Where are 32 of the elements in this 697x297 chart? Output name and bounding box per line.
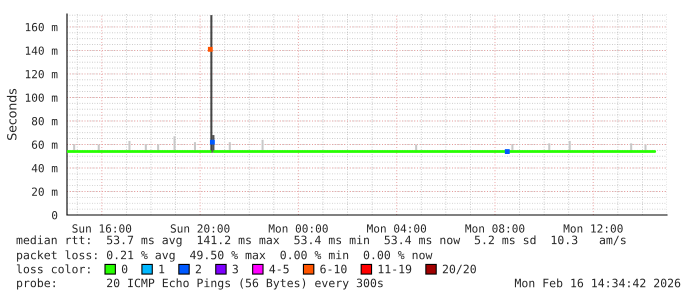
text: Mon Feb 16 14:34:42 2026 — [514, 278, 680, 288]
y-tick-label: 120 m — [26, 70, 58, 78]
legend-label: 6-10 — [320, 264, 347, 274]
y-tick-label: 40 m — [32, 164, 58, 172]
text: packet loss: 0.21 % avg 49.50 % max 0.00 % min 0.00 % now — [17, 250, 432, 262]
y-tick-label: 20 m — [32, 187, 58, 196]
x-tick-label: Mon 12:00 — [564, 224, 623, 233]
point — [504, 149, 510, 154]
y-axis-title: Seconds — [6, 88, 17, 140]
text: median rtt: 53.7 ms avg 141.2 ms max 53.4 ms min 53.4 ms now 5.2 ms sd 10.3 am/s — [16, 235, 626, 247]
legend-label: 3 — [232, 264, 238, 274]
point — [208, 46, 213, 52]
x-tick-label: Mon 00:00 — [268, 224, 328, 233]
legend-label: 11-19 — [378, 264, 412, 274]
x-tick-label: Sun 20:00 — [170, 224, 230, 233]
x-tick-label: Sun 16:00 — [72, 224, 132, 233]
x-tick-label: Mon 04:00 — [367, 224, 426, 233]
legend-label: 1 — [159, 264, 164, 274]
legend-label: 20/20 — [442, 264, 476, 274]
legend-label: 2 — [196, 264, 201, 274]
text: probe: 20 ICMP Echo Pings (56 Bytes) every 300s — [17, 278, 383, 290]
y-tick-label: 160 m — [26, 22, 58, 32]
legend-label: 4-5 — [269, 264, 289, 274]
y-tick-label: 80 m — [32, 116, 58, 126]
y-tick-label: 100 m — [26, 93, 58, 102]
y-tick-label: 0 — [52, 211, 58, 220]
y-tick-label: 140 m — [26, 46, 58, 55]
legend-title: loss color: — [16, 264, 90, 274]
point — [210, 140, 215, 145]
x-tick-label: Mon 08:00 — [465, 224, 524, 233]
y-tick-label: 60 m — [32, 140, 58, 149]
legend-label: 0 — [122, 264, 128, 274]
